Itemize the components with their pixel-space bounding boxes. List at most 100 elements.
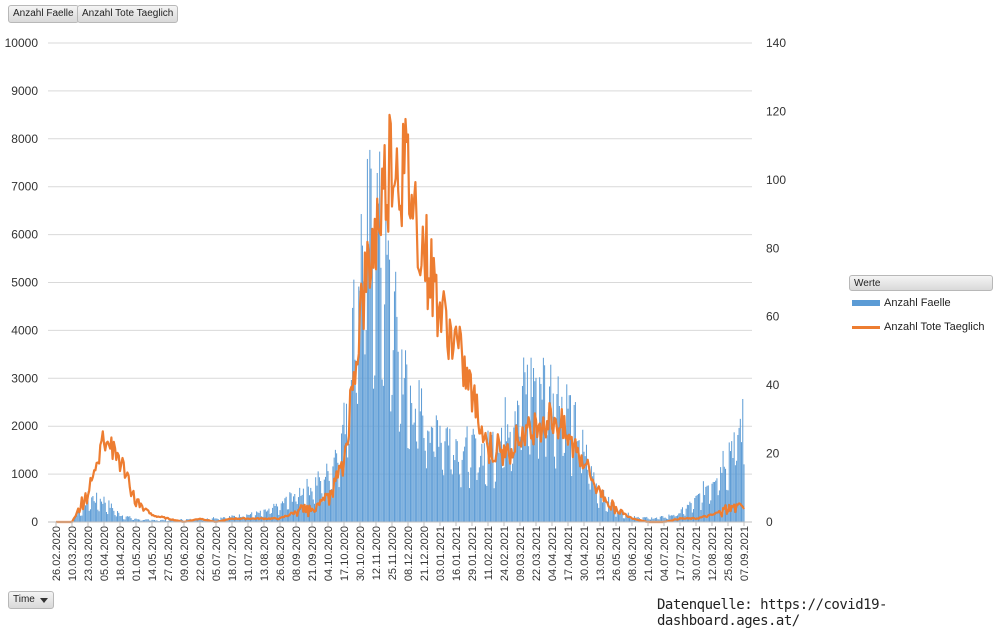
bar xyxy=(511,471,512,522)
bar xyxy=(341,433,342,522)
bar xyxy=(715,481,716,522)
bar xyxy=(559,406,560,522)
bar xyxy=(112,508,113,522)
bar xyxy=(346,404,347,522)
bar xyxy=(385,205,386,522)
bar xyxy=(740,419,741,522)
bar xyxy=(716,478,717,522)
bar xyxy=(92,496,93,522)
bar xyxy=(543,358,544,522)
bar xyxy=(286,497,287,522)
bar xyxy=(102,504,103,522)
bar xyxy=(476,480,477,522)
bar xyxy=(411,403,412,522)
bar xyxy=(431,427,432,522)
bar xyxy=(353,280,354,522)
bar xyxy=(555,468,556,522)
bar xyxy=(507,424,508,522)
bar xyxy=(406,364,407,522)
bar xyxy=(469,488,470,522)
left-tick-label: 3000 xyxy=(11,371,38,385)
bar xyxy=(704,495,705,522)
bar xyxy=(424,438,425,522)
x-tick-label: 18.04.2020 xyxy=(115,526,127,581)
bar xyxy=(467,426,468,522)
bar xyxy=(451,469,452,522)
bar xyxy=(111,504,112,522)
bar xyxy=(682,507,683,522)
bar xyxy=(545,457,546,522)
right-tick-label: 0 xyxy=(766,515,773,529)
left-tick-label: 9000 xyxy=(11,84,38,98)
bar xyxy=(280,510,281,522)
bar xyxy=(574,405,575,522)
bar xyxy=(532,397,533,522)
bar xyxy=(282,501,283,522)
bar xyxy=(374,375,375,522)
bar xyxy=(566,384,567,522)
bar xyxy=(465,437,466,522)
field-button-time[interactable]: Time xyxy=(8,591,54,609)
legend-swatch-line xyxy=(852,326,880,329)
bar xyxy=(436,415,437,522)
bar xyxy=(718,495,719,522)
bar xyxy=(741,442,742,522)
bar xyxy=(78,512,79,522)
x-tick-label: 25.11.2020 xyxy=(387,526,399,580)
gridlines xyxy=(48,43,752,474)
bar xyxy=(732,458,733,522)
bar xyxy=(107,514,108,522)
bar xyxy=(501,428,502,522)
bar xyxy=(531,358,532,522)
x-tick-label: 30.07.2021 xyxy=(691,526,703,581)
bar xyxy=(383,386,384,522)
bar xyxy=(481,444,482,522)
legend-header[interactable]: Werte xyxy=(849,275,993,291)
legend-item-anzahl-tote: Anzahl Tote Taeglich xyxy=(852,321,985,333)
x-tick-label: 07.09.2021 xyxy=(739,526,751,581)
bar xyxy=(293,496,294,522)
x-tick-label: 21.12.2020 xyxy=(419,526,431,581)
bar xyxy=(505,397,506,522)
bar xyxy=(364,354,365,522)
bar xyxy=(421,388,422,522)
bar xyxy=(366,330,367,522)
bar xyxy=(504,467,505,522)
bar xyxy=(742,399,743,522)
bar xyxy=(393,350,394,522)
line-series-anzahl-tote xyxy=(56,115,744,522)
bar xyxy=(484,443,485,522)
bar xyxy=(736,461,737,522)
bar xyxy=(400,424,401,522)
x-tick-label: 17.10.2020 xyxy=(339,526,351,581)
bar xyxy=(361,214,362,522)
bar xyxy=(116,516,117,522)
bar xyxy=(318,471,319,522)
bar xyxy=(454,460,455,522)
bar xyxy=(373,389,374,522)
bar xyxy=(412,425,413,522)
x-tick-label: 22.03.2021 xyxy=(531,526,543,581)
x-tick-label: 04.10.2020 xyxy=(323,526,335,581)
bar xyxy=(744,464,745,522)
bar xyxy=(719,490,720,522)
bar xyxy=(563,456,564,522)
bar xyxy=(284,498,285,522)
x-tick-label: 26.02.2020 xyxy=(51,526,63,581)
right-tick-label: 100 xyxy=(766,173,786,187)
bar xyxy=(710,500,711,522)
bar xyxy=(121,516,122,522)
bar xyxy=(351,380,352,522)
x-tick-label: 29.01.2021 xyxy=(467,526,479,581)
bar xyxy=(512,464,513,522)
bar xyxy=(90,509,91,522)
bar xyxy=(340,468,341,522)
bar xyxy=(405,350,406,522)
right-tick-label: 40 xyxy=(766,378,780,392)
bar xyxy=(457,441,458,522)
bar xyxy=(490,459,491,522)
x-tick-label: 10.03.2020 xyxy=(67,526,79,581)
bar xyxy=(268,509,269,522)
bar xyxy=(513,427,514,522)
